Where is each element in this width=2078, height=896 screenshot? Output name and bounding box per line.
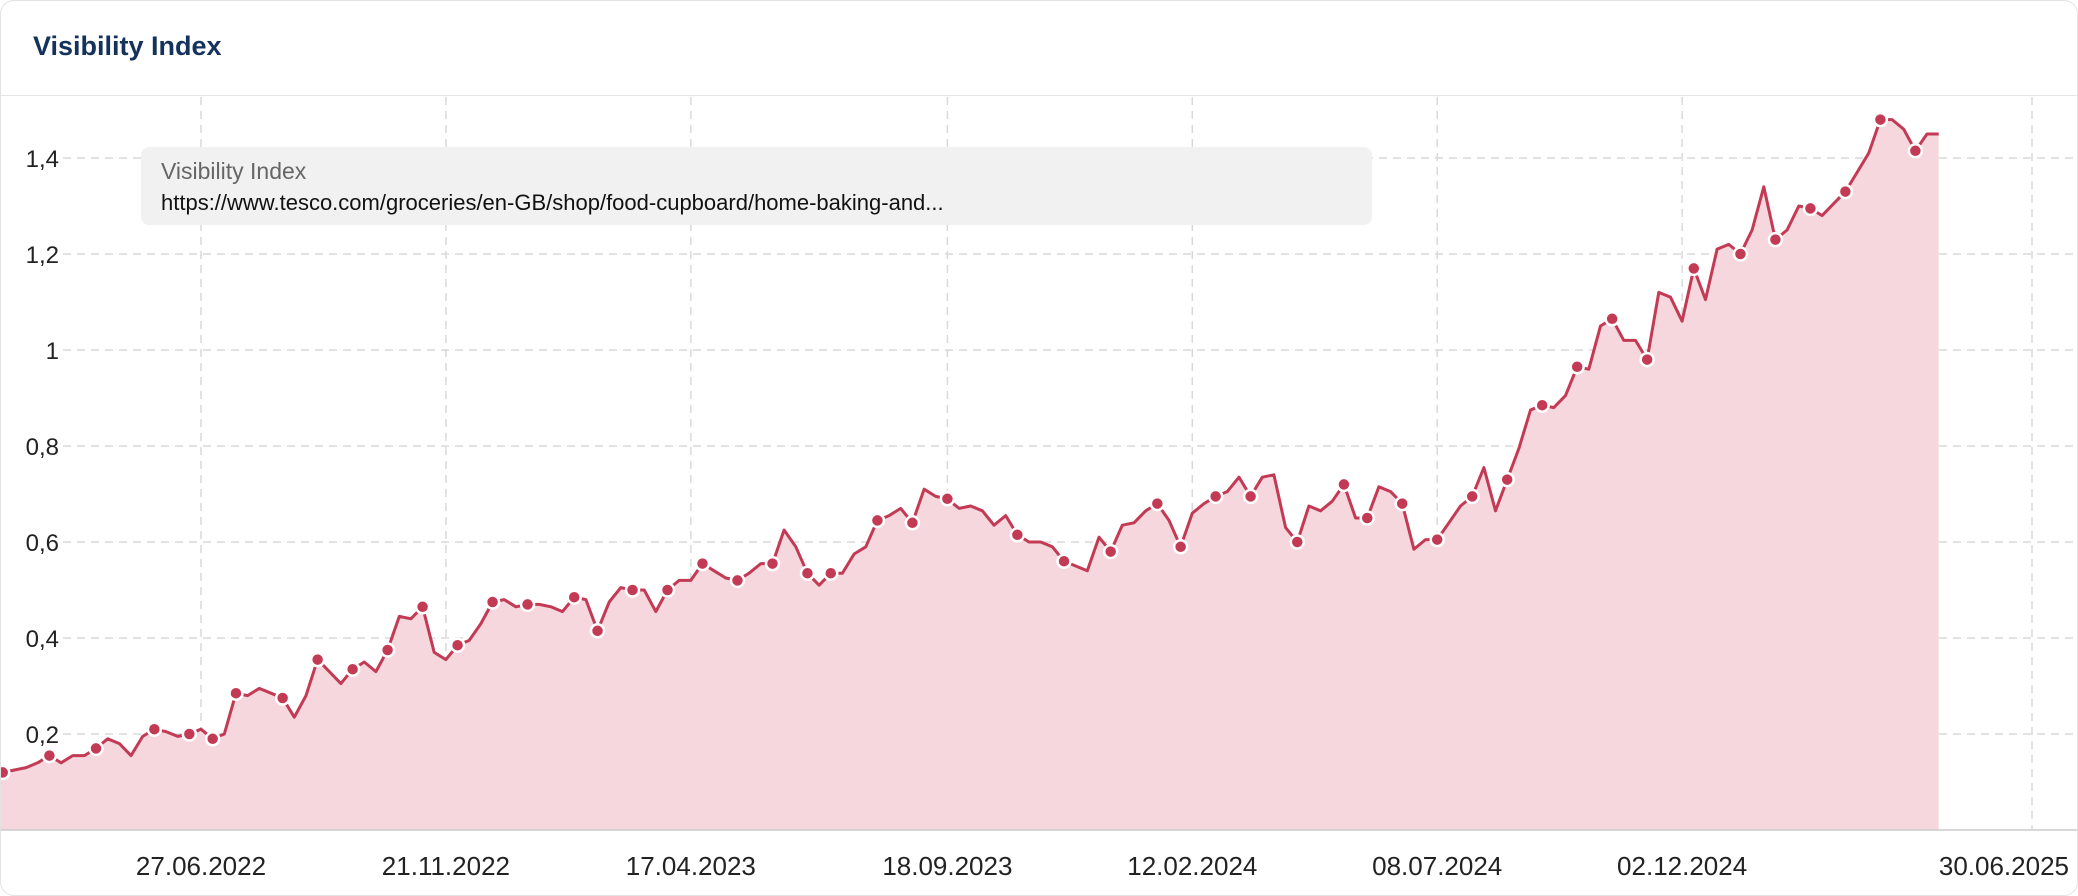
data-point-9[interactable] xyxy=(228,685,244,701)
legend-title: Visibility Index xyxy=(161,158,307,184)
visibility-line[interactable] xyxy=(1,118,1939,804)
data-point-15[interactable] xyxy=(449,637,466,653)
data-point-50[interactable] xyxy=(1767,231,1784,248)
data-point-44[interactable] xyxy=(1534,397,1550,413)
data-point-39[interactable] xyxy=(1359,510,1375,526)
data-point-30[interactable] xyxy=(1009,527,1026,543)
data-point-29[interactable] xyxy=(939,491,956,507)
data-point-24[interactable] xyxy=(764,555,781,572)
data-point-54[interactable] xyxy=(1907,143,1924,159)
y-tick-label-1: 0,4 xyxy=(26,626,59,653)
data-point-45[interactable] xyxy=(1569,359,1585,375)
data-point-36[interactable] xyxy=(1242,488,1259,505)
x-tick-label-2: 17.04.2023 xyxy=(626,851,756,881)
data-point-4[interactable] xyxy=(41,747,58,764)
y-tick-label-4: 1 xyxy=(46,338,59,365)
x-tick-label-5: 08.07.2024 xyxy=(1372,851,1502,881)
y-tick-label-5: 1,2 xyxy=(26,242,59,269)
y-tick-label-3: 0,8 xyxy=(26,434,59,461)
data-point-48[interactable] xyxy=(1686,260,1702,277)
y-tick-label-2: 0,6 xyxy=(26,530,59,557)
x-tick-label-0: 27.06.2022 xyxy=(136,851,266,881)
data-point-14[interactable] xyxy=(414,599,431,615)
data-point-40[interactable] xyxy=(1394,495,1410,512)
data-point-38[interactable] xyxy=(1336,476,1352,493)
data-point-18[interactable] xyxy=(566,589,582,605)
card-header: Visibility Index xyxy=(1,1,2077,96)
data-point-6[interactable] xyxy=(146,721,163,737)
x-tick-label-3: 18.09.2023 xyxy=(882,851,1012,881)
data-point-33[interactable] xyxy=(1149,495,1166,512)
data-point-35[interactable] xyxy=(1207,488,1224,505)
data-point-11[interactable] xyxy=(309,651,326,668)
legend-url: https://www.tesco.com/groceries/en-GB/sh… xyxy=(161,190,944,215)
data-point-23[interactable] xyxy=(729,572,746,589)
x-tick-label-6: 02.12.2024 xyxy=(1617,851,1747,881)
data-point-31[interactable] xyxy=(1056,553,1072,569)
data-point-25[interactable] xyxy=(799,565,816,581)
data-point-12[interactable] xyxy=(344,661,361,677)
data-point-16[interactable] xyxy=(484,594,501,610)
data-point-43[interactable] xyxy=(1499,471,1515,488)
data-point-52[interactable] xyxy=(1837,183,1854,200)
data-point-20[interactable] xyxy=(624,582,641,598)
data-point-3[interactable] xyxy=(1,764,11,781)
card-title: Visibility Index xyxy=(33,31,222,61)
x-tick-label-1: 21.11.2022 xyxy=(382,851,510,881)
data-point-8[interactable] xyxy=(204,731,221,747)
data-point-51[interactable] xyxy=(1802,200,1819,217)
data-point-46[interactable] xyxy=(1604,311,1620,327)
data-point-49[interactable] xyxy=(1732,246,1749,262)
data-point-19[interactable] xyxy=(589,623,606,639)
data-point-34[interactable] xyxy=(1172,539,1189,555)
data-point-22[interactable] xyxy=(694,555,711,572)
data-point-32[interactable] xyxy=(1102,543,1119,560)
y-tick-label-6: 1,4 xyxy=(26,146,59,173)
data-point-26[interactable] xyxy=(823,565,839,581)
data-point-5[interactable] xyxy=(88,740,104,757)
visibility-area xyxy=(1,119,1939,830)
legend-box: Visibility Index https://www.tesco.com/g… xyxy=(141,147,1372,225)
y-tick-label-0: 0,2 xyxy=(26,722,59,749)
x-tick-label-7: 30.06.2025 xyxy=(1939,851,2069,881)
data-point-21[interactable] xyxy=(659,582,676,598)
x-tick-label-4: 12.02.2024 xyxy=(1127,851,1257,881)
data-point-27[interactable] xyxy=(869,512,886,529)
y-axis-ticks: 0,2 0,4 0,6 0,8 1 1,2 1,4 xyxy=(26,146,59,749)
data-point-13[interactable] xyxy=(379,642,396,658)
data-point-42[interactable] xyxy=(1464,488,1480,505)
x-axis-ticks: 27.06.2022 21.11.2022 17.04.2023 18.09.2023… xyxy=(136,851,2069,881)
data-point-37[interactable] xyxy=(1289,534,1306,550)
data-point-7[interactable] xyxy=(181,726,198,742)
data-point-17[interactable] xyxy=(519,596,536,613)
data-point-47[interactable] xyxy=(1639,351,1655,368)
data-point-53[interactable] xyxy=(1872,111,1889,128)
data-point-10[interactable] xyxy=(274,690,291,706)
data-point-41[interactable] xyxy=(1429,531,1445,548)
data-markers xyxy=(1,111,1924,781)
data-point-28[interactable] xyxy=(904,515,921,531)
